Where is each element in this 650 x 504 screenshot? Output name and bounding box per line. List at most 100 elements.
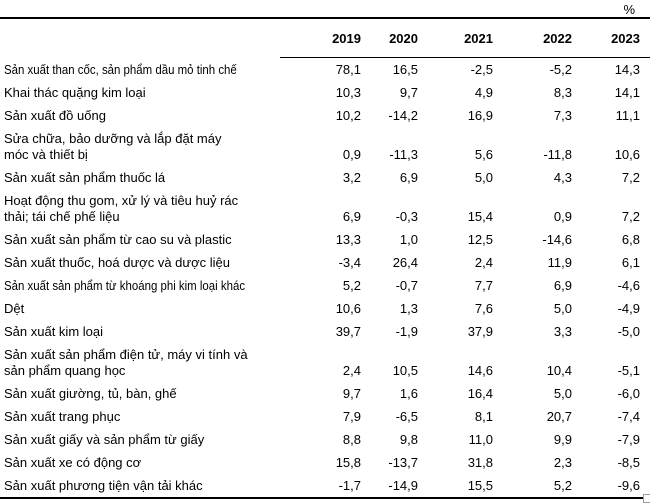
table-body: Sản xuất than cốc, sản phẩm dầu mỏ tinh … [0,58,650,499]
value-cell: 10,6 [614,146,640,162]
row-label: Dệt [0,297,280,320]
value-cell: 39,7 [335,323,361,339]
value-cell: 5,0 [553,385,572,401]
row-label: Sản xuất xe có động cơ [0,451,280,474]
row-label-line1: Sản xuất kim loại [4,323,103,339]
value-cell: -5,1 [617,362,640,378]
value-cell: 1,0 [399,231,418,247]
value-cell: 37,9 [467,323,493,339]
row-label: Sản xuất sản phẩm từ khoáng phi kim loại… [0,274,280,297]
value-cell: 7,9 [342,408,361,424]
value-cell: 7,3 [553,107,572,123]
value-cell: 8,1 [474,408,493,424]
table-row: Sửa chữa, bảo dưỡng và lắp đặt máy móc và… [0,127,650,166]
row-label-line1: Sản xuất đồ uống [4,107,106,123]
row-label: Sản xuất giường, tủ, bàn, ghế [0,382,280,405]
value-cell: 1,6 [399,385,418,401]
value-cell: -4,9 [617,300,640,316]
row-label: Sản xuất phương tiện vận tải khác [0,474,280,498]
value-cell: -13,7 [388,454,418,470]
table-row: Sản xuất kim loại 39,7 -1,9 37,9 3,3 -5,0 [0,320,650,343]
value-cell: -11,3 [389,146,418,162]
row-label-line2: móc và thiết bị [4,146,88,162]
row-label-line2: sản phẩm quang học [4,362,126,378]
table-row: Sản xuất đồ uống 10,2 -14,2 16,9 7,3 11,1 [0,104,650,127]
value-cell: 2,3 [553,454,572,470]
value-cell: 10,3 [335,84,361,100]
value-cell: -2,5 [470,61,493,77]
value-cell: 11,9 [547,254,572,270]
value-cell: 4,3 [553,169,572,185]
value-cell: -1,9 [395,323,418,339]
value-cell: 16,5 [392,61,418,77]
row-label: Sản xuất sản phẩm điện tử, máy vi tính v… [0,343,280,382]
value-cell: 26,4 [392,254,418,270]
row-label-line1: Sửa chữa, bảo dưỡng và lắp đặt máy [4,130,222,146]
row-label-line1: Sản xuất xe có động cơ [4,454,142,470]
row-label: Hoạt động thu gom, xử lý và tiêu huỷ rác… [0,189,280,228]
row-label: Khai thác quặng kim loại [0,81,280,104]
row-label-line1: Dệt [4,300,25,316]
value-cell: 0,9 [342,146,361,162]
row-label-line1: Sản xuất sản phẩm từ cao su và plastic [4,231,232,247]
row-label: Sửa chữa, bảo dưỡng và lắp đặt máy móc và… [0,127,280,166]
value-cell: -7,4 [617,408,640,424]
value-cell: 7,6 [474,300,493,316]
value-cell: 20,7 [546,408,572,424]
value-cell: -9,6 [617,477,640,493]
table-row: Hoạt động thu gom, xử lý và tiêu huỷ rác… [0,189,650,228]
row-label-line1: Sản xuất sản phẩm từ khoáng phi kim loại… [4,277,246,293]
value-cell: -5,0 [617,323,640,339]
table-row: Sản xuất trang phục 7,9 -6,5 8,1 20,7 -7,4 [0,405,650,428]
value-cell: 3,3 [553,323,572,339]
value-cell: -14,2 [388,107,418,123]
value-cell: 16,4 [467,385,493,401]
value-cell: 14,1 [614,84,640,100]
value-cell: 12,5 [467,231,493,247]
row-label-line1: Sản xuất giấy và sản phẩm từ giấy [4,431,205,447]
value-cell: 0,9 [553,208,572,224]
value-cell: 9,8 [399,431,418,447]
resize-handle-artifact [643,494,650,503]
row-label: Sản xuất giấy và sản phẩm từ giấy [0,428,280,451]
row-label-line2: thải; tái chế phế liệu [4,208,120,224]
value-cell: 7,2 [621,169,640,185]
table-row: Sản xuất sản phẩm từ cao su và plastic 13… [0,228,650,251]
value-cell: 5,0 [474,169,493,185]
row-label: Sản xuất đồ uống [0,104,280,127]
table-row: Sản xuất giường, tủ, bàn, ghế 9,7 1,6 16,4 5… [0,382,650,405]
value-cell: 10,5 [392,362,418,378]
value-cell: 6,9 [399,169,418,185]
value-cell: -14,6 [542,231,572,247]
value-cell: 8,8 [342,431,361,447]
value-cell: 15,4 [467,208,493,224]
value-cell: -7,9 [617,431,640,447]
row-label-line1: Hoạt động thu gom, xử lý và tiêu huỷ rác [4,192,239,208]
value-cell: 6,8 [621,231,640,247]
row-label: Sản xuất sản phẩm thuốc lá [0,166,280,189]
value-cell: 10,4 [546,362,572,378]
row-label: Sản xuất kim loại [0,320,280,343]
value-cell: 8,3 [553,84,572,100]
table-row: Sản xuất phương tiện vận tải khác -1,7 -14… [0,474,650,498]
year-header: 2020 [361,18,418,58]
value-cell: 31,8 [467,454,493,470]
year-header: 2022 [493,18,572,58]
value-cell: 10,2 [335,107,361,123]
table-row: Khai thác quặng kim loại 10,3 9,7 4,9 8,3 14,… [0,81,650,104]
value-cell: 15,8 [335,454,361,470]
row-label-header [0,18,280,58]
value-cell: -5,2 [549,61,572,77]
value-cell: -4,6 [617,277,640,293]
year-header: 2023 [572,18,650,58]
year-header: 2019 [280,18,361,58]
year-header: 2021 [418,18,493,58]
value-cell: -0,3 [395,208,418,224]
value-cell: 7,2 [621,208,640,224]
table-row: Sản xuất giấy và sản phẩm từ giấy 8,8 9,8 1… [0,428,650,451]
row-label-line1: Sản xuất thuốc, hoá dược và dược liệu [4,254,230,270]
value-cell: 14,3 [614,61,640,77]
row-label-line1: Sản xuất than cốc, sản phẩm dầu mỏ tinh … [4,61,237,77]
row-label: Sản xuất than cốc, sản phẩm dầu mỏ tinh … [0,58,280,82]
